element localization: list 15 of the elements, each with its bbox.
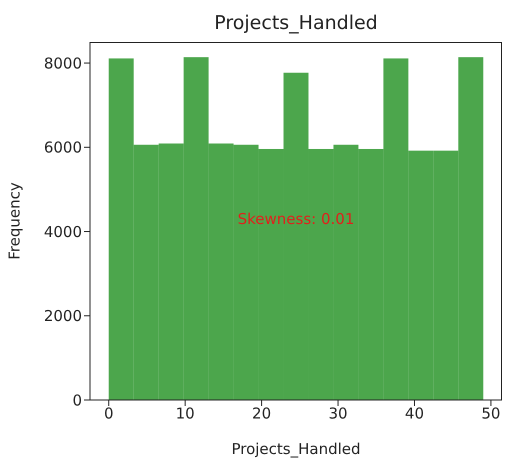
y-tick-label: 2000 xyxy=(44,307,82,326)
x-axis-title: Projects_Handled xyxy=(231,440,361,458)
x-tick-label: 40 xyxy=(404,404,424,423)
annotation: Skewness: 0.01 xyxy=(236,210,356,228)
x-tick-label: 10 xyxy=(176,404,195,423)
x-tick-label: 30 xyxy=(328,404,348,423)
y-tick-label: 0 xyxy=(72,391,82,410)
y-axis-title: Frequency xyxy=(5,182,24,260)
chart-title: Projects_Handled xyxy=(213,12,379,34)
y-tick-label: 6000 xyxy=(44,138,82,157)
x-tick-label: 0 xyxy=(104,404,114,423)
y-tick-label: 8000 xyxy=(44,54,82,72)
y-tick-label: 4000 xyxy=(44,222,82,241)
x-tick-label: 50 xyxy=(481,404,500,423)
x-tick-label: 20 xyxy=(252,404,272,423)
